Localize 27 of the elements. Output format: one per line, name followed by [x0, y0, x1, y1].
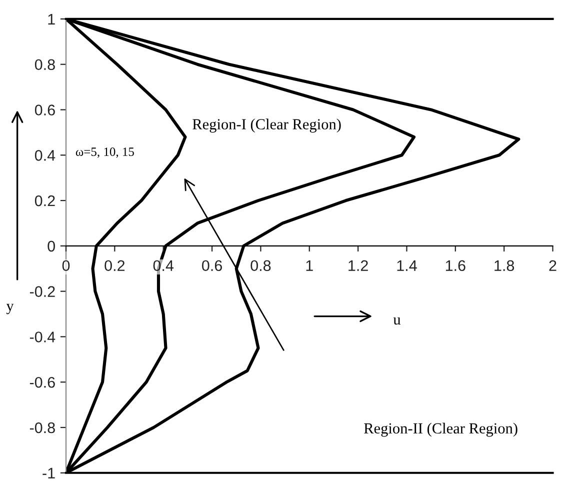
y-tick-label: 0	[48, 240, 55, 252]
x-tick-label: 2	[549, 260, 556, 271]
y-tick-label: 0.4	[34, 150, 56, 161]
x-tick-label: 1.6	[446, 260, 466, 272]
y-axis-title: y	[6, 304, 14, 314]
x-tick-label: 1.2	[348, 260, 368, 271]
x-tick-label: 1.8	[494, 260, 514, 272]
y-tick-label: 0.8	[34, 59, 55, 70]
y-tick-label: -0.2	[30, 286, 55, 297]
annotation: ω=5, 10, 15	[76, 148, 134, 158]
y-tick-label: -0.6	[30, 376, 55, 388]
x-tick-label: 0.6	[202, 260, 222, 272]
x-tick-label: 0.2	[104, 260, 125, 272]
x-tick-label: 1	[306, 260, 313, 271]
y-tick-label: 1	[48, 14, 55, 24]
annotation: Region-II (Clear Region)	[364, 422, 518, 437]
x-tick-label: 0.8	[250, 260, 271, 272]
y-tick-label: -0.4	[30, 332, 56, 342]
y-tick-label: -0.8	[30, 422, 55, 434]
y-tick-label: 0.6	[34, 104, 55, 116]
y-tick-label: 0.2	[34, 195, 55, 206]
y-tick-label: -1	[42, 468, 55, 478]
x-axis-title: u	[393, 317, 401, 325]
x-tick-label: 1.4	[397, 260, 417, 271]
x-tick-label: 0	[62, 260, 70, 272]
x-tick-label: 0.4	[153, 260, 174, 272]
annotation: Region-I (Clear Region)	[192, 118, 341, 133]
